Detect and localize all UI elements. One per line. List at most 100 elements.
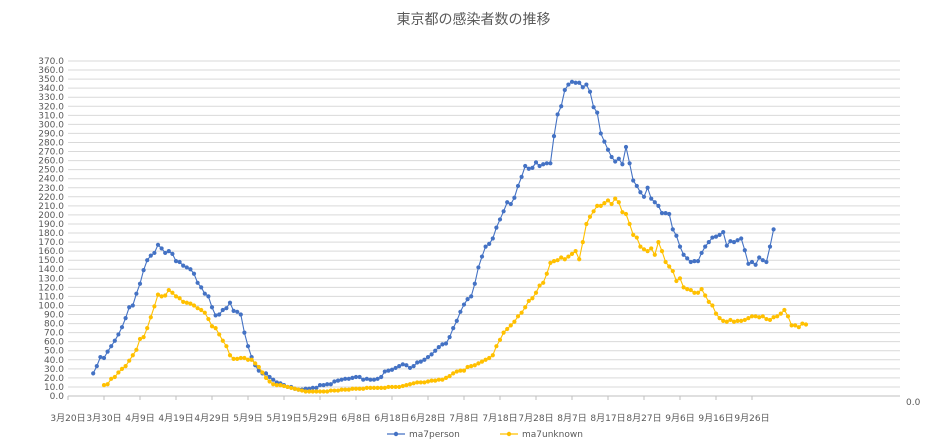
data-point — [544, 161, 549, 166]
data-point — [386, 368, 391, 373]
x-tick-label: 7月8日 — [449, 413, 478, 424]
data-point — [206, 294, 211, 299]
data-point — [487, 241, 492, 246]
data-point — [411, 381, 416, 386]
data-point — [386, 384, 391, 390]
data-point — [476, 265, 481, 270]
data-point — [361, 377, 366, 382]
data-point — [364, 376, 369, 381]
data-point — [677, 244, 683, 249]
data-point — [278, 383, 283, 388]
data-point — [515, 314, 521, 319]
data-point — [119, 325, 125, 330]
data-point — [425, 354, 431, 360]
data-point — [469, 364, 474, 369]
data-point — [112, 374, 117, 380]
data-point — [537, 163, 542, 169]
data-point — [454, 318, 459, 323]
data-point — [634, 235, 639, 240]
data-point — [217, 312, 222, 317]
data-point — [105, 382, 110, 387]
data-point — [699, 287, 704, 292]
data-point — [213, 313, 218, 318]
data-point — [155, 292, 161, 297]
data-point — [789, 323, 794, 328]
data-point — [213, 325, 218, 331]
data-point — [371, 377, 377, 382]
secondary-axis-label: 0.0 — [906, 398, 921, 408]
data-point — [512, 319, 517, 324]
data-point — [411, 364, 416, 369]
y-tick-label: 290.0 — [38, 129, 64, 139]
data-point — [598, 203, 603, 208]
data-point — [620, 162, 625, 167]
data-point — [793, 323, 798, 328]
data-point — [436, 377, 441, 382]
data-point — [299, 388, 305, 393]
x-tick-label: 9月26日 — [734, 413, 769, 424]
data-point — [771, 315, 776, 320]
data-point — [188, 267, 193, 272]
data-point — [681, 285, 686, 290]
data-point — [238, 312, 243, 317]
legend-entry: ma7person — [387, 430, 460, 440]
y-tick-label: 170.0 — [38, 238, 64, 248]
data-point — [778, 311, 783, 316]
data-point — [274, 383, 279, 388]
data-point — [127, 305, 132, 310]
data-point — [508, 323, 513, 328]
data-point — [677, 276, 683, 281]
data-point — [746, 316, 751, 321]
data-point — [595, 110, 600, 115]
y-tick-label: 20.0 — [44, 374, 64, 384]
data-point — [314, 385, 319, 390]
data-point — [368, 377, 373, 382]
data-point — [573, 249, 578, 254]
x-tick-label: 3月20日 — [50, 413, 85, 424]
data-point — [724, 243, 729, 248]
data-point — [663, 211, 668, 216]
data-point — [379, 385, 384, 390]
data-point — [173, 294, 179, 299]
data-point — [483, 244, 488, 249]
data-point — [242, 355, 247, 361]
y-tick-label: 130.0 — [38, 274, 64, 284]
data-point — [98, 354, 103, 360]
data-point — [497, 337, 503, 342]
data-point — [667, 264, 672, 269]
data-point — [317, 389, 323, 394]
data-point — [645, 249, 650, 254]
data-point — [350, 375, 355, 380]
data-point — [235, 356, 240, 361]
data-point — [494, 344, 499, 349]
data-point — [332, 379, 337, 384]
y-tick-label: 190.0 — [38, 220, 64, 230]
data-point — [177, 296, 182, 301]
data-point — [465, 364, 470, 370]
data-point — [515, 183, 521, 189]
data-point — [605, 147, 611, 152]
data-point — [436, 345, 441, 350]
data-point — [742, 248, 747, 253]
data-point — [688, 259, 693, 265]
y-tick-label: 220.0 — [38, 193, 64, 203]
data-point — [191, 271, 197, 276]
series-ma7unknown — [101, 196, 809, 394]
data-point — [548, 260, 553, 266]
data-point — [663, 259, 668, 265]
y-tick-label: 200.0 — [38, 211, 64, 221]
data-point — [339, 387, 344, 392]
data-point — [533, 160, 539, 165]
data-point — [127, 358, 132, 363]
data-point — [263, 375, 269, 380]
data-point — [782, 307, 787, 313]
data-point — [307, 389, 312, 394]
y-tick-label: 40.0 — [44, 356, 64, 366]
data-point — [580, 85, 585, 90]
y-tick-label: 250.0 — [38, 166, 64, 176]
legend-marker — [506, 431, 512, 437]
data-point — [548, 161, 553, 166]
data-point — [465, 297, 470, 302]
data-point — [602, 201, 607, 206]
